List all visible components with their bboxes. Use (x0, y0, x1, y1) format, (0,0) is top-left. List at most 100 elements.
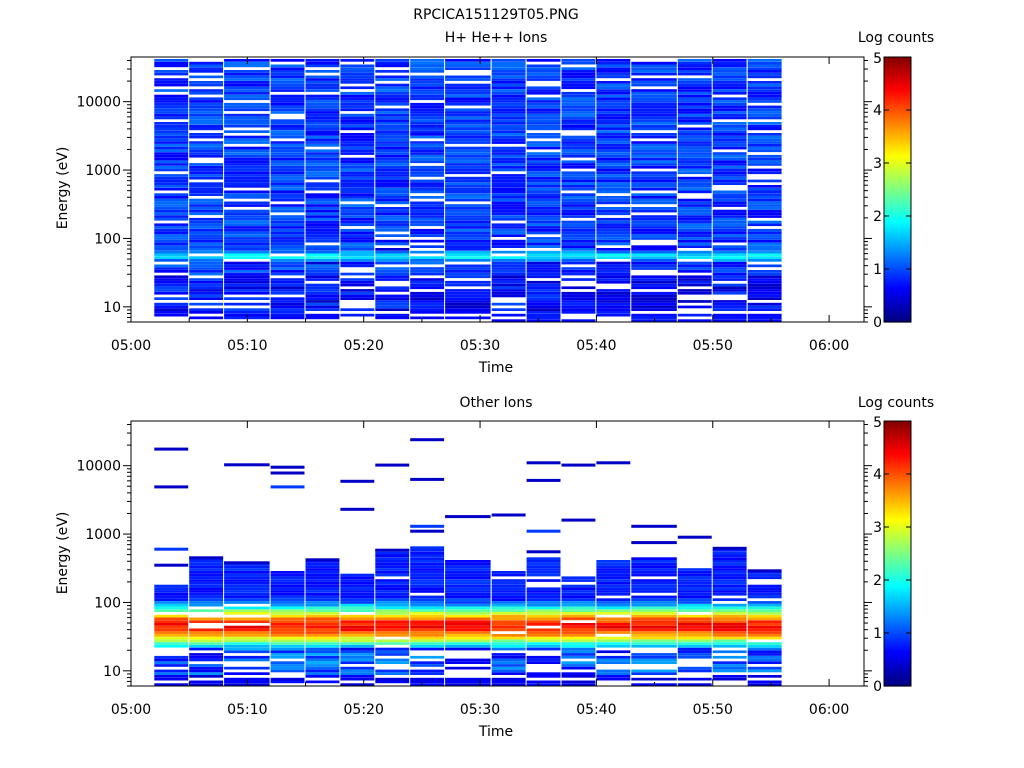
spectrogram-cell (305, 119, 340, 122)
spectrogram-cell (410, 549, 445, 552)
spectrogram-cell (596, 105, 631, 109)
spectrogram-cell (491, 625, 526, 629)
spectrogram-cell (224, 223, 270, 227)
spectrogram-cell (491, 658, 526, 662)
spectrogram-cell (491, 70, 526, 73)
spectrogram-cell (410, 116, 445, 120)
spectrogram-cell (747, 278, 782, 281)
spectrogram-cell (189, 198, 224, 202)
spectrogram-cell (596, 571, 631, 574)
spectrogram-cell (340, 91, 375, 95)
spectrogram-cell (491, 245, 526, 248)
spectrogram-cell (526, 305, 561, 309)
spectrogram-cell (631, 601, 677, 604)
spectrogram-cell (340, 598, 375, 601)
colorbar-segment (884, 624, 911, 627)
spectrogram-cell (561, 220, 596, 224)
spectrogram-cell (189, 122, 224, 125)
spectrogram-cell (596, 226, 631, 229)
x-tick-label: 05:10 (227, 338, 267, 354)
spectrogram-cell (154, 642, 189, 645)
spectrogram-cell (270, 647, 305, 651)
colorbar-segment (884, 544, 911, 548)
spectrogram-cell (747, 609, 782, 612)
spectrogram-cell (189, 653, 224, 656)
spectrogram-cell (375, 78, 410, 81)
spectrogram-cell (712, 217, 747, 221)
colorbar-segment (884, 163, 911, 166)
spectrogram-cell (712, 631, 747, 634)
spectrogram-cell (491, 280, 526, 284)
spectrogram-cell (445, 215, 491, 218)
colorbar-segment (884, 478, 911, 482)
colorbar-segment (884, 449, 911, 453)
spectrogram-cell (410, 83, 445, 87)
spectrogram-cell (410, 636, 445, 640)
spectrogram-cell (340, 581, 375, 585)
spectrogram-cell (305, 598, 340, 601)
colorbar-segment (884, 224, 911, 228)
spectrogram-cell (270, 305, 305, 309)
colorbar-segment (884, 580, 911, 583)
spectrogram-cell (596, 234, 631, 237)
spectrogram-cell (305, 308, 340, 311)
spectrogram-cell (526, 571, 561, 574)
spectrogram-cell (561, 291, 596, 295)
spectrogram-cell (631, 187, 677, 191)
spectrogram-cell (747, 628, 782, 632)
spectrogram-cell (375, 168, 410, 172)
spectrogram-cell (445, 644, 491, 648)
spectrogram-cell (154, 242, 189, 246)
spectrogram-cell (410, 212, 445, 216)
spectrogram-cell (270, 176, 305, 180)
spectrogram-cell (561, 102, 596, 106)
spectrogram-cell (596, 89, 631, 92)
spectrogram-cell (712, 300, 747, 303)
spectrogram-cell (677, 185, 712, 188)
spectrogram-cell (747, 272, 782, 276)
colorbar-segment (884, 147, 911, 151)
spectrogram-cell (189, 636, 224, 640)
spectrogram-cell (491, 61, 526, 65)
colorbar-segment (884, 560, 911, 563)
spectrogram-cell (189, 267, 224, 270)
spectrogram-cell (526, 176, 561, 180)
spectrogram-cell (154, 97, 189, 101)
spectrogram-cell (677, 70, 712, 73)
spectrogram-cell (154, 127, 189, 131)
colorbar-segment (884, 613, 911, 616)
spectrogram-cell (445, 94, 491, 98)
spectrogram-cell (224, 78, 270, 81)
colorbar-segment (884, 562, 911, 566)
spectrogram-cell (340, 294, 375, 298)
spectrogram-cell (747, 680, 782, 684)
spectrogram-cell (526, 286, 561, 290)
spectrogram-cell (677, 609, 712, 612)
spectrogram-cell (270, 579, 305, 582)
spectrogram-cell (224, 105, 270, 109)
spectrogram-cell (631, 305, 677, 309)
spectrogram-cell (491, 623, 526, 626)
spectrogram-cell (375, 127, 410, 131)
colorbar-segment (884, 644, 911, 647)
spectrogram-cell (631, 237, 677, 240)
spectrogram-cell (677, 571, 712, 574)
spectrogram-cell (677, 242, 712, 246)
spectrogram-cell (526, 146, 561, 150)
spectrogram-cell (224, 302, 270, 306)
spectrogram-cell (410, 215, 445, 218)
spectrogram-cell (410, 75, 445, 79)
spectrogram-cell (410, 609, 445, 612)
colorbar-segment (884, 286, 911, 290)
spectrogram-cell (712, 226, 747, 229)
spectrogram-cell (677, 576, 712, 580)
spectrogram-cell (747, 81, 782, 84)
spectrogram-cell (154, 59, 189, 62)
spectrogram-cell (340, 666, 375, 670)
spectrogram-cell (445, 237, 491, 240)
spectrogram-cell (270, 234, 305, 237)
spectrogram-cell (410, 204, 445, 207)
x-tick-label: 05:30 (460, 338, 500, 354)
spectrogram-cell (596, 122, 631, 125)
colorbar-segment (884, 304, 911, 308)
